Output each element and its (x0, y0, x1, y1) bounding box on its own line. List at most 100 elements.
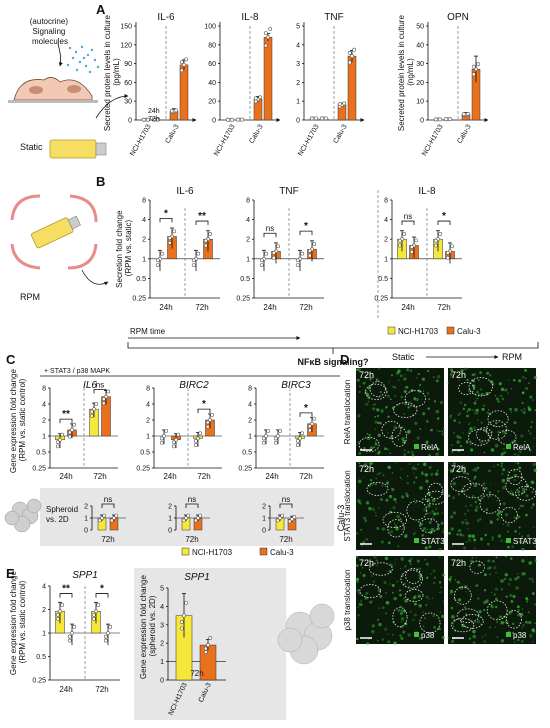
fluorescence-speck (379, 390, 382, 394)
schematic-illustration: (autocrine) Signaling molecules Static (8, 17, 129, 302)
fluorescence-speck (384, 556, 389, 561)
fluorescence-speck (502, 523, 505, 526)
fluorescence-speck (406, 481, 409, 485)
fluorescence-speck (436, 417, 440, 420)
row-label: RelA translocation (343, 380, 352, 444)
nucleus-outline (404, 390, 427, 408)
series-1-point (103, 634, 108, 639)
fluorescence-speck (435, 540, 439, 544)
fluorescence-speck (378, 452, 380, 455)
nucleus-outline (392, 606, 408, 628)
fluorescence-speck (399, 612, 403, 616)
fluorescence-speck (483, 589, 487, 592)
series-1-point (106, 389, 111, 394)
fluorescence-speck (510, 557, 513, 560)
series-1-point (235, 117, 240, 122)
fluorescence-speck (518, 466, 522, 470)
nucleus-outline (475, 427, 492, 442)
panel-a-ylabel-right: Secreted protein levels in culture (ng/m… (397, 13, 415, 131)
panel-c-letter: C (6, 352, 16, 367)
x-tick-label: 72h (95, 685, 108, 694)
series-1-point (108, 624, 113, 629)
fluorescence-speck (365, 538, 369, 541)
fluorescence-speck (374, 511, 377, 514)
fluorescence-speck (508, 491, 511, 493)
fluorescence-speck (459, 436, 462, 439)
fluorescence-speck (457, 493, 461, 496)
series-2-point (342, 101, 347, 106)
x-tick-label: NCI-H1703 (421, 123, 445, 157)
fluorescence-speck (510, 388, 513, 390)
fluorescence-speck (493, 465, 495, 468)
series-1-point (101, 397, 106, 401)
series-1-point (307, 248, 312, 253)
significance-label: ns (266, 224, 274, 233)
fluorescence-speck (402, 630, 406, 634)
fluorescence-speck (469, 619, 471, 622)
fluorescence-speck (418, 383, 422, 387)
panel-e-ylabel-right: Gene expression fold change (spheroid vs… (139, 573, 157, 679)
fluorescence-speck (373, 555, 377, 559)
fluorescence-speck (507, 392, 510, 395)
fluorescence-speck (532, 580, 535, 583)
fluorescence-speck (373, 446, 376, 449)
fluorescence-speck (355, 577, 360, 582)
micrograph-grid: RelA translocation 72h RelA 72h RelA STAT3 tr… (343, 366, 537, 645)
fluorescence-speck (525, 597, 528, 600)
significance-label: ** (198, 211, 206, 222)
fluorescence-speck (403, 597, 405, 600)
series-3-point (266, 35, 270, 40)
nucleus-outline (405, 568, 422, 584)
fluorescence-speck (508, 630, 510, 632)
fluorescence-speck (441, 432, 445, 436)
fluorescence-speck (393, 386, 397, 389)
fluorescence-speck (378, 507, 380, 509)
series-0-point (184, 516, 188, 520)
significance-label: ** (62, 584, 70, 595)
signaling-line-1: (autocrine) (30, 17, 69, 26)
fluorescence-speck (403, 452, 407, 457)
fluorescence-speck (398, 589, 402, 592)
series-3-point (471, 64, 476, 69)
fluorescence-speck (384, 557, 387, 559)
fluorescence-speck (421, 377, 426, 381)
y-tick-label: 0.25 (32, 466, 46, 473)
fluorescence-speck (371, 575, 373, 577)
x-tick-label: 72h (93, 472, 106, 481)
fluorescence-speck (475, 408, 479, 412)
y-tick-label: 2 (168, 504, 172, 511)
nucleus-outline (404, 589, 424, 602)
panel-e-ylabel-right-1: Gene expression fold change (139, 575, 148, 680)
fluorescence-speck (467, 534, 472, 538)
fluorescence-speck (490, 483, 492, 486)
fluorescence-speck (435, 452, 439, 456)
fluorescence-speck (440, 401, 443, 404)
series-0-point (164, 428, 169, 433)
fluorescence-speck (500, 452, 504, 456)
fluorescence-speck (387, 633, 390, 635)
y-tick-label: 1 (248, 434, 252, 441)
rpm-header: RPM (502, 352, 522, 362)
chart-title: IL-6 (157, 12, 175, 23)
fluorescence-speck (383, 581, 387, 585)
nucleus-outline (406, 500, 428, 521)
y-tick-label: 1 (146, 434, 150, 441)
fluorescence-speck (413, 481, 416, 484)
y-tick-label: 120 (120, 42, 132, 49)
time-72h-label: 72h (148, 116, 160, 123)
series-0-point (58, 609, 62, 614)
fluorescence-speck (500, 465, 503, 468)
fluorescence-speck (531, 592, 535, 596)
significance-bracket (95, 593, 109, 598)
chart-title: TNF (324, 12, 343, 23)
y-tick-label: 0.25 (136, 466, 150, 473)
fluorescence-speck (394, 394, 397, 398)
fluorescence-speck (452, 511, 457, 515)
nucleus-outline (453, 586, 472, 605)
series-1-point (67, 430, 72, 435)
fluorescence-speck (507, 378, 510, 381)
y-tick-label: 8 (142, 198, 146, 205)
fluorescence-speck (500, 462, 504, 465)
fluorescence-speck (441, 512, 444, 514)
